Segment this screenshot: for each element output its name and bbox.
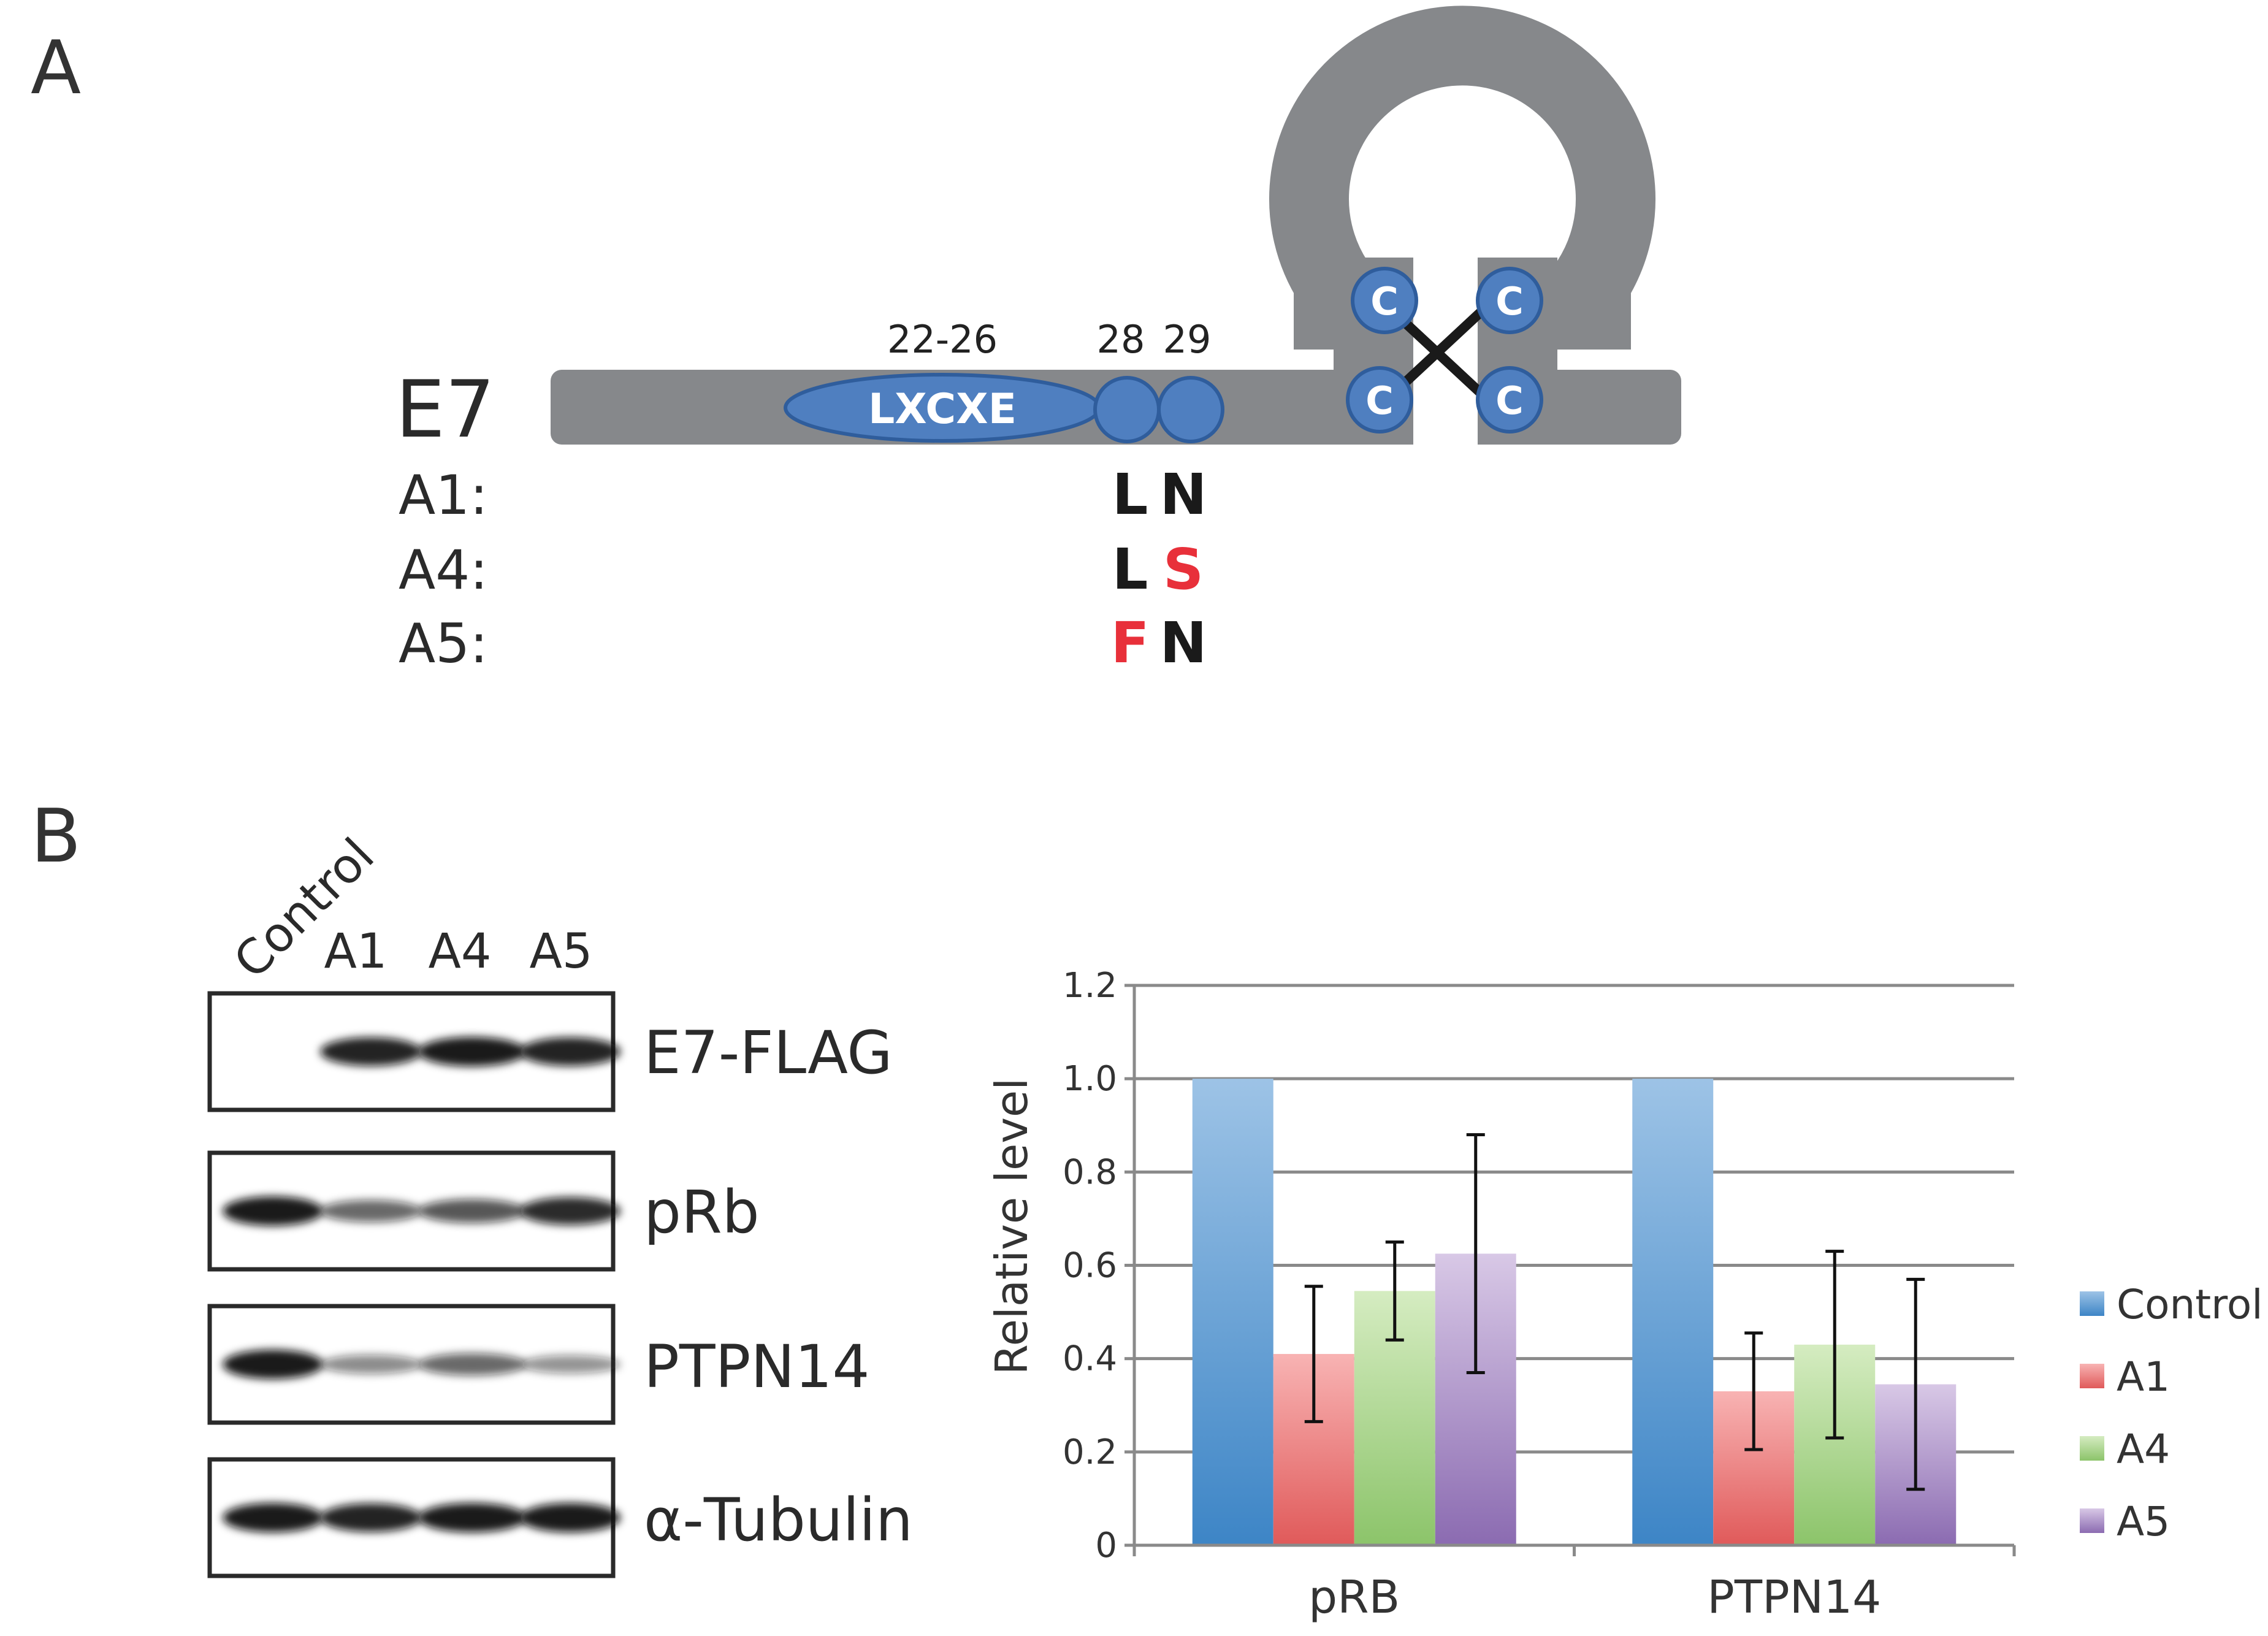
zinc-loop — [1269, 6, 1655, 350]
mutant-label: A4: — [399, 538, 488, 602]
legend-swatch — [2080, 1364, 2104, 1388]
blot-band — [418, 1503, 526, 1532]
blot-band — [223, 1196, 323, 1226]
legend-swatch — [2080, 1508, 2104, 1533]
residue-28-circle — [1093, 376, 1161, 443]
panel-b: B Control A1 A4 A5 E7-FLAG pRb PTPN1 — [31, 794, 2263, 1624]
cysteine-bottom-right: C — [1476, 366, 1543, 434]
mutant-label: A1: — [399, 464, 488, 527]
lane-label-a5: A5 — [530, 924, 593, 979]
residue-29-aa: N — [1160, 610, 1207, 676]
y-tick-label: 0.6 — [1063, 1246, 1117, 1286]
residue-label-29: 29 — [1163, 317, 1212, 362]
mutant-row-a4: A4: L S — [399, 537, 1204, 602]
bar-chart: 0 0.2 0.4 0.6 0.8 1.0 1.2 pRB PTPN14 Control A1 A… — [986, 966, 2263, 1624]
residue-label-22-26: 22-26 — [887, 317, 998, 362]
chart-y-ticks: 0 0.2 0.4 0.6 0.8 1.0 1.2 — [1063, 966, 1134, 1565]
blot-band — [320, 1199, 422, 1223]
cysteine-bottom-left: C — [1346, 366, 1413, 434]
blot-label: α-Tubulin — [644, 1486, 913, 1554]
panel-a: A LXCXE 22-26 28 29 — [31, 6, 1681, 676]
residue-29-aa: N — [1160, 462, 1207, 527]
y-axis-title: Relative level — [986, 1078, 1037, 1375]
residue-28-aa: F — [1111, 610, 1150, 676]
blot-band — [520, 1037, 620, 1066]
x-category-label: PTPN14 — [1707, 1571, 1881, 1624]
blot-alpha-tubulin: α-Tubulin — [207, 1457, 913, 1578]
western-blots: E7-FLAG pRb PTPN14 α-Tubulin — [207, 991, 913, 1578]
blot-band — [320, 1037, 422, 1066]
blot-band — [223, 1503, 323, 1532]
panel-a-letter: A — [31, 26, 81, 111]
panel-b-letter: B — [31, 794, 81, 879]
e7-schematic: LXCXE 22-26 28 29 C C C — [551, 6, 1681, 445]
chart-error-bars — [1304, 1133, 1925, 1491]
legend-swatch — [2080, 1436, 2104, 1461]
cysteine-label: C — [1370, 279, 1399, 324]
lane-labels: Control A1 A4 A5 — [224, 828, 593, 989]
mutant-label: A5: — [399, 612, 488, 675]
bar — [1192, 1079, 1273, 1545]
cysteine-label: C — [1495, 378, 1524, 423]
lxcxe-label: LXCXE — [868, 385, 1017, 434]
blot-band — [520, 1355, 620, 1374]
cysteine-label: C — [1495, 279, 1524, 324]
mutant-row-a1: A1: L N — [399, 462, 1207, 527]
blot-band — [320, 1503, 422, 1532]
mutant-row-a5: A5: F N — [399, 610, 1207, 676]
residue-29-circle — [1157, 376, 1224, 443]
cysteine-label: C — [1365, 378, 1394, 423]
blot-band — [223, 1350, 323, 1379]
legend-swatch — [2080, 1291, 2104, 1316]
residue-28-aa: L — [1112, 537, 1148, 602]
residue-28-aa: L — [1112, 462, 1148, 527]
bar — [1632, 1079, 1714, 1545]
y-tick-label: 1.0 — [1063, 1059, 1117, 1099]
chart-legend: Control A1 A4 A5 — [2080, 1281, 2263, 1545]
y-tick-label: 0.8 — [1063, 1152, 1117, 1192]
legend-label: Control — [2117, 1281, 2263, 1328]
blot-band — [418, 1037, 526, 1066]
blot-band — [520, 1197, 620, 1225]
blot-label: PTPN14 — [644, 1332, 869, 1401]
y-tick-label: 1.2 — [1063, 966, 1117, 1006]
blot-ptpn14: PTPN14 — [207, 1304, 869, 1425]
legend-label: A5 — [2117, 1498, 2170, 1545]
legend-label: A1 — [2117, 1353, 2170, 1401]
y-tick-label: 0 — [1095, 1526, 1117, 1565]
lane-label-a1: A1 — [324, 924, 388, 979]
y-tick-label: 0.4 — [1063, 1339, 1117, 1379]
residue-label-28: 28 — [1097, 317, 1145, 362]
blot-band — [418, 1199, 526, 1223]
blot-label: E7-FLAG — [644, 1019, 893, 1087]
protein-name: E7 — [395, 364, 495, 456]
cysteine-top-left: C — [1351, 267, 1418, 334]
blot-band — [520, 1503, 620, 1532]
chart-category-labels: pRB PTPN14 — [1308, 1571, 1881, 1624]
y-tick-label: 0.2 — [1063, 1432, 1117, 1472]
x-category-label: pRB — [1308, 1571, 1400, 1624]
lane-label-a4: A4 — [429, 924, 492, 979]
blot-band — [418, 1353, 526, 1376]
cysteine-top-right: C — [1476, 267, 1543, 334]
chart-bars — [1192, 1079, 1957, 1545]
blot-band — [320, 1355, 422, 1374]
chart-axes — [1132, 985, 2016, 1556]
residue-29-aa: S — [1163, 537, 1204, 602]
blot-label: pRb — [644, 1178, 760, 1247]
legend-label: A4 — [2117, 1426, 2170, 1473]
blot-prb: pRb — [207, 1150, 760, 1272]
blot-e7-flag: E7-FLAG — [207, 991, 893, 1112]
